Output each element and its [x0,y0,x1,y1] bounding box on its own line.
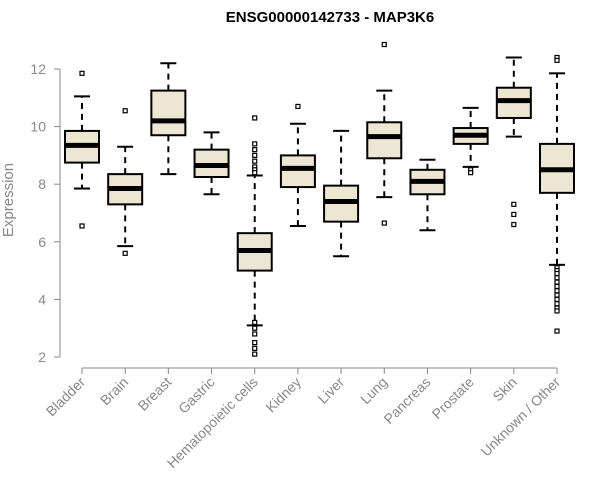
outlier-point [381,41,387,48]
box-unknown-other [539,54,575,334]
box-hematopoietic-cells [236,115,273,357]
chart-title: ENSG00000142733 - MAP3K6 [226,9,434,26]
outlier-point [511,201,517,207]
box-lung [366,41,403,226]
box-brain [107,108,144,256]
x-tick-label: Prostate [429,374,477,422]
box-skin [495,56,532,228]
x-tick-label: Gastric [175,374,218,417]
x-tick-label: Lung [357,374,390,407]
y-tick-label: 4 [38,291,46,307]
outlier-point [252,345,258,351]
outlier-point [252,170,258,176]
outlier-point [554,308,560,314]
outlier-point [554,292,560,298]
iqr-box [366,121,403,160]
outlier-point [511,221,517,228]
outlier-point [381,220,387,226]
outlier-point [554,275,560,281]
y-tick-label: 12 [30,61,46,77]
outlier-point [554,270,560,277]
boxes-group [64,41,575,357]
box-gastric [193,131,230,196]
box-kidney [279,103,316,227]
outlier-point [252,331,258,337]
outlier-point [79,70,85,76]
x-tick-label: Breast [135,374,175,414]
outlier-point [252,319,258,326]
outlier-point [295,103,301,110]
iqr-box [150,89,187,137]
outlier-point [252,340,258,346]
outlier-point [511,211,517,218]
outlier-point [554,288,560,294]
x-tick-label: Bladder [43,374,89,420]
outlier-point [554,301,560,307]
outlier-point [252,152,258,158]
box-liver [323,129,360,258]
outlier-point [554,57,560,63]
x-tick-label: Brain [97,374,131,408]
x-tick-label: Liver [314,374,347,407]
box-prostate [452,106,489,176]
x-tick-label: Unknown / Other [478,374,564,460]
box-pancreas [409,158,446,232]
y-tick-label: 10 [30,119,46,135]
box-breast [150,62,187,176]
outlier-point [122,250,128,256]
x-tick-label: Kidney [262,374,304,416]
y-tick-label: 2 [38,349,46,365]
iqr-box [279,154,316,189]
y-tick-label: 8 [38,176,46,192]
outlier-point [122,108,128,114]
outlier-point [468,170,474,176]
outlier-point [554,279,560,285]
y-axis: 2 4 6 8 10 12 [30,61,61,365]
outlier-point [252,141,258,147]
outlier-point [252,115,258,121]
y-tick-label: 6 [38,234,46,250]
box-bladder [64,70,100,229]
x-tick-label: Skin [489,374,520,405]
outlier-point [252,351,258,357]
outlier-point [252,325,258,331]
outlier-point [79,223,85,229]
outlier-point [554,283,560,290]
outlier-point [554,296,560,302]
outlier-point [554,328,560,334]
outlier-point [252,158,258,164]
outlier-point [252,147,258,153]
x-tick-label: Pancreas [380,374,433,427]
y-axis-label: Expression [0,163,17,237]
